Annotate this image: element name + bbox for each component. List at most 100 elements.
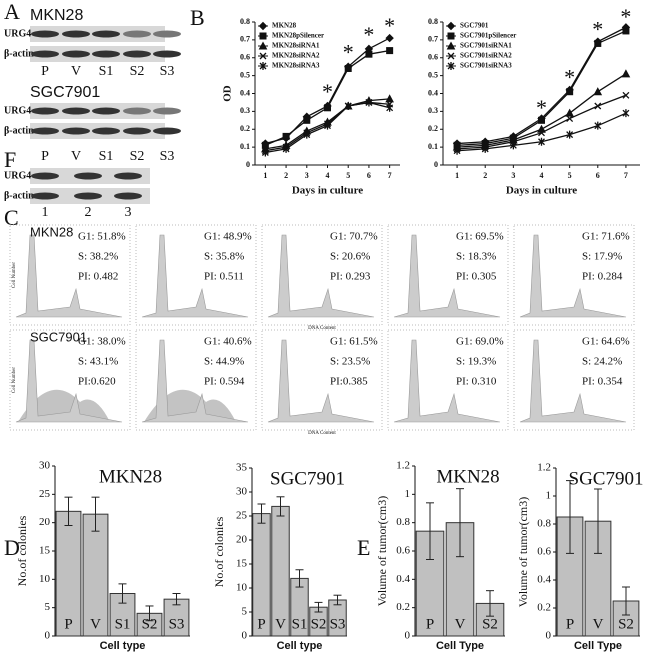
flow-histogram <box>267 339 375 423</box>
flow-group-label: MKN28 <box>30 224 73 239</box>
category-label: S2 <box>142 616 158 632</box>
marker <box>447 52 455 60</box>
x-axis-label: Cell Type <box>574 640 622 652</box>
flow-stat: S: 35.8% <box>204 251 244 263</box>
category-label: V <box>593 616 604 632</box>
blot-band <box>114 172 142 180</box>
x-axis-label: Days in culture <box>506 185 577 197</box>
marker <box>566 115 574 122</box>
blot-band <box>31 50 59 58</box>
blot-row-label: β-actin <box>4 48 34 59</box>
blot-band <box>31 172 59 180</box>
lane-label: V <box>71 64 81 79</box>
flow-stat: PI: 0.305 <box>456 271 497 283</box>
y-tick-label: 1.2 <box>396 460 410 472</box>
error-bar <box>333 594 342 606</box>
category-label: S2 <box>618 616 634 632</box>
lane-label: S2 <box>130 149 145 164</box>
x-tick-label: 6 <box>367 171 371 180</box>
marker <box>303 116 311 124</box>
blot-band <box>31 127 59 135</box>
category-label: P <box>64 616 72 632</box>
panel-label: E <box>357 535 370 560</box>
marker <box>385 33 394 43</box>
lane-label: P <box>41 149 49 164</box>
y-tick-label: 0.5 <box>428 70 438 79</box>
error-bar <box>118 583 127 604</box>
marker <box>481 144 489 153</box>
error-bar <box>172 593 181 606</box>
marker <box>621 69 631 78</box>
x-axis-label: Cell type <box>100 640 146 652</box>
annotation: * <box>592 16 603 41</box>
marker <box>593 87 603 96</box>
marker <box>324 121 331 130</box>
flow-frame <box>513 224 635 326</box>
flow-stat: G1: 40.6% <box>204 336 252 348</box>
blot-band <box>62 127 90 135</box>
flow-histogram <box>519 339 627 423</box>
y-axis-label: Volume of tumor(cm3) <box>516 497 530 607</box>
category-label: S1 <box>115 616 131 632</box>
marker <box>509 141 517 150</box>
y-tick-label: 0 <box>405 630 411 642</box>
category-label: V <box>275 616 286 632</box>
legend-label: SGC7901pSilencer <box>460 32 516 40</box>
blot-band <box>31 192 59 200</box>
flow-stat: G1: 38.0% <box>78 336 126 348</box>
panel-label: D <box>4 535 20 560</box>
y-tick-label: 0.4 <box>240 88 250 97</box>
marker <box>259 32 267 40</box>
blot-band <box>62 107 90 115</box>
y-tick-label: 5 <box>45 601 51 613</box>
y-tick-label: 0.4 <box>537 574 551 586</box>
legend-label: MKN28siRNA2 <box>272 52 320 60</box>
flow-histogram <box>267 234 375 318</box>
flow-stat: G1: 70.7% <box>330 231 378 243</box>
x-axis-label: Days in culture <box>292 185 363 197</box>
y-tick-label: 0.2 <box>428 124 438 133</box>
legend-label: SGC7901siRNA1 <box>460 42 512 50</box>
marker <box>622 109 630 118</box>
blot-band <box>153 50 181 58</box>
lane-label: S1 <box>99 149 114 164</box>
flow-frame <box>261 224 383 326</box>
blot-band <box>62 30 90 38</box>
blot-band <box>123 30 151 38</box>
x-tick-label: 3 <box>305 171 309 180</box>
error-bar <box>64 496 73 526</box>
marker <box>447 62 455 70</box>
y-tick-label: 30 <box>39 460 51 472</box>
y-tick-label: 0.1 <box>428 142 438 151</box>
blot-band <box>62 50 90 58</box>
marker <box>324 104 331 112</box>
y-tick-label: 0 <box>546 630 552 642</box>
flow-stat: G1: 69.0% <box>456 336 504 348</box>
x-tick-label: 5 <box>346 171 350 180</box>
blot-band <box>92 107 120 115</box>
panel-label: F <box>4 147 16 172</box>
y-tick-label: 0.6 <box>240 53 250 62</box>
blot-row-label: URG4 <box>4 170 31 181</box>
marker <box>594 102 602 110</box>
flow-frame <box>387 329 509 431</box>
blot-row-label: URG4 <box>4 105 31 116</box>
chart-title: MKN28 <box>436 466 499 487</box>
lane-label: 1 <box>42 205 49 220</box>
annotation: * <box>322 79 333 104</box>
x-tick-label: 6 <box>596 171 600 180</box>
y-tick-label: 0.3 <box>240 106 250 115</box>
flow-stat: S: 18.3% <box>456 251 496 263</box>
legend-label: MKN28siRNA3 <box>272 62 320 70</box>
error-bar <box>145 605 154 622</box>
annotation: * <box>564 65 575 90</box>
annotation: * <box>384 13 395 38</box>
y-tick-label: 0.6 <box>537 546 551 558</box>
blot-band <box>114 192 142 200</box>
legend-label: SGC7901 <box>460 22 489 30</box>
blot-title: MKN28 <box>30 7 83 24</box>
category-label: S3 <box>330 616 346 632</box>
flow-frame <box>9 329 131 431</box>
flow-frame <box>387 224 509 326</box>
error-bar <box>456 488 464 558</box>
